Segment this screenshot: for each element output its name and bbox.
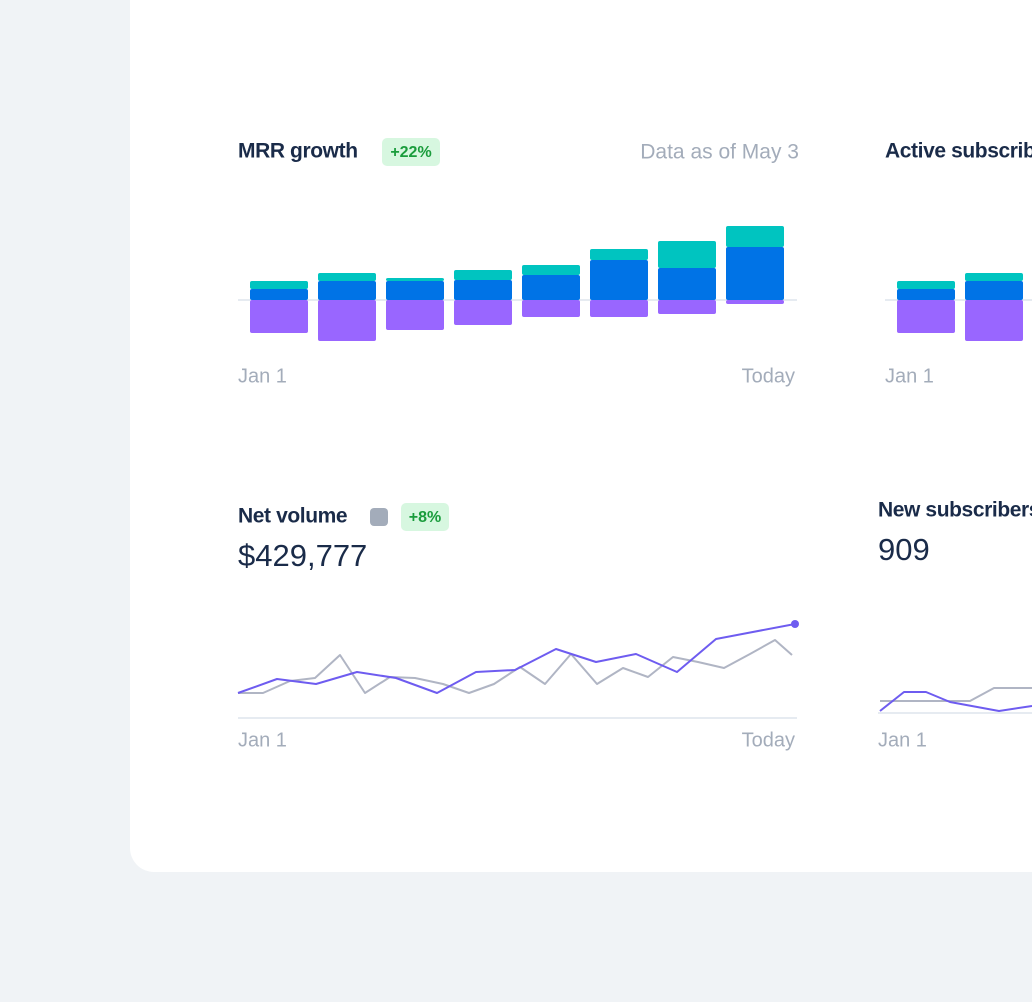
chart-title: New subscribers bbox=[878, 499, 1032, 522]
bar-segment bbox=[658, 300, 716, 314]
bar-segment bbox=[965, 273, 1023, 281]
bar-segment bbox=[454, 300, 512, 325]
bar-segment bbox=[897, 289, 955, 300]
metric-value: 909 bbox=[878, 532, 930, 567]
x-label: Jan 1 bbox=[238, 365, 287, 387]
x-label: Jan 1 bbox=[885, 365, 934, 387]
bar-segment bbox=[386, 278, 444, 281]
x-label: Today bbox=[742, 729, 795, 751]
badge-bg bbox=[382, 138, 440, 166]
bar-segment bbox=[590, 260, 648, 300]
bar-segment bbox=[250, 289, 308, 300]
bar-segment bbox=[318, 300, 376, 341]
bar-segment bbox=[965, 300, 1023, 341]
x-label: Jan 1 bbox=[238, 729, 287, 751]
bar-segment bbox=[726, 300, 784, 304]
bar-segment bbox=[250, 300, 308, 333]
bar-segment bbox=[658, 268, 716, 300]
bar-segment bbox=[726, 247, 784, 300]
chart-title: Net volume bbox=[238, 505, 347, 528]
bar-segment bbox=[590, 249, 648, 260]
x-label: Today bbox=[742, 365, 795, 387]
bar-segment bbox=[590, 300, 648, 317]
bar-segment bbox=[386, 300, 444, 330]
bar-segment bbox=[897, 281, 955, 289]
bar-segment bbox=[318, 273, 376, 281]
chart-title: MRR growth bbox=[238, 140, 358, 163]
bar-segment bbox=[386, 281, 444, 300]
badge-bg bbox=[401, 503, 449, 531]
bar-segment bbox=[318, 281, 376, 300]
bar-segment bbox=[658, 241, 716, 268]
line bbox=[880, 687, 1032, 702]
metric-value: $429,777 bbox=[238, 538, 367, 573]
badge: +22% bbox=[390, 144, 431, 161]
bar-segment bbox=[454, 270, 512, 280]
bar-segment bbox=[522, 300, 580, 317]
bar-segment bbox=[965, 281, 1023, 300]
end-dot bbox=[791, 620, 799, 628]
badge: +8% bbox=[409, 509, 441, 526]
bar-segment bbox=[522, 275, 580, 300]
chart-title: Active subscribers bbox=[885, 140, 1032, 163]
note: Data as of May 3 bbox=[640, 141, 799, 164]
x-label: Jan 1 bbox=[878, 729, 927, 751]
info-icon bbox=[370, 508, 388, 526]
bar-segment bbox=[726, 226, 784, 247]
bar-segment bbox=[897, 300, 955, 333]
bar-segment bbox=[522, 265, 580, 275]
bar-segment bbox=[454, 280, 512, 300]
line bbox=[879, 691, 1032, 712]
line bbox=[237, 623, 796, 694]
card bbox=[130, 0, 1032, 872]
bar-segment bbox=[250, 281, 308, 289]
